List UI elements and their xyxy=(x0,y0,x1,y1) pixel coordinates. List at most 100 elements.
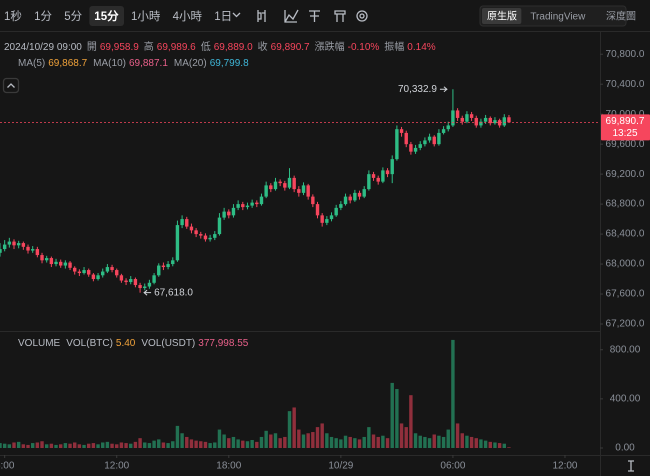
volume-bar xyxy=(395,389,399,448)
interval-button[interactable]: 1日 xyxy=(214,11,232,23)
interval-button[interactable]: 4小時 xyxy=(173,10,203,23)
interval-button[interactable]: 5分 xyxy=(64,10,82,23)
ohlc-label: 高 xyxy=(144,40,154,53)
candle-body xyxy=(409,144,413,152)
candle-body xyxy=(390,159,394,175)
candle-body xyxy=(362,189,366,197)
volume-label: VOLUME xyxy=(18,338,61,349)
volume-bar xyxy=(12,442,16,448)
volume-bar xyxy=(367,427,371,448)
volume-bar xyxy=(208,443,212,448)
ohlc-value: 69,890.7 xyxy=(271,42,310,53)
volume-bar xyxy=(306,433,310,448)
candle-body xyxy=(222,211,226,218)
candle-body xyxy=(348,196,352,201)
view-button[interactable]: TradingView xyxy=(530,12,586,23)
ma-header: MA(5) 69,868.7 MA(10) 69,887.1 MA(20) 69,799.… xyxy=(18,58,249,69)
candle-body xyxy=(59,261,63,266)
cursor-icon[interactable] xyxy=(628,460,634,472)
volume-bar xyxy=(147,443,152,448)
candle-body xyxy=(54,261,58,265)
volume-value: 5.40 xyxy=(116,338,136,349)
candle-body xyxy=(479,121,483,126)
ohlc-label: 收 xyxy=(258,40,268,53)
settings-icon[interactable] xyxy=(356,10,368,22)
candle-body xyxy=(385,170,390,175)
volume-bar xyxy=(479,439,483,448)
candle-body xyxy=(143,286,147,289)
volume-bar xyxy=(343,435,348,448)
candle-body xyxy=(91,274,96,280)
y-tick-label: 70,000.0 xyxy=(606,109,645,120)
volume-bar xyxy=(138,438,142,448)
volume-bar xyxy=(129,443,133,448)
candle-body xyxy=(68,262,72,268)
candle-body xyxy=(40,255,44,261)
y-tick-label: 68,400.0 xyxy=(606,229,645,240)
volume-bar xyxy=(222,434,226,448)
candle-body xyxy=(26,246,30,251)
volume-bar xyxy=(353,438,357,448)
more-intervals[interactable] xyxy=(232,12,241,18)
candle-body xyxy=(231,207,236,216)
drawing-icon[interactable] xyxy=(309,10,320,22)
interval-button[interactable]: 1秒 xyxy=(4,9,22,23)
volume-bar xyxy=(87,443,91,448)
volume-bar xyxy=(301,434,306,448)
candle-body xyxy=(399,129,404,133)
candle-body xyxy=(138,285,142,289)
volume-bar xyxy=(455,423,460,448)
candle-body xyxy=(105,267,110,272)
volume-bar xyxy=(339,439,343,448)
candle-type-icon[interactable] xyxy=(257,10,266,22)
x-tick-label: 12:00 xyxy=(104,461,129,472)
volume-bar xyxy=(269,434,273,448)
candle-body xyxy=(413,147,418,152)
x-tick-label: 06:00 xyxy=(440,461,465,472)
volume-bar xyxy=(427,438,432,448)
last-price-tag xyxy=(601,114,650,141)
volume-label: VOL(BTC) xyxy=(66,338,113,349)
volume-bar xyxy=(381,435,385,448)
volume-label: VOL(USDT) xyxy=(141,338,195,349)
interval-button[interactable]: 1小時 xyxy=(131,10,161,23)
volume-bar xyxy=(35,442,40,448)
candle-body xyxy=(334,207,338,216)
ohlc-value: 69,889.0 xyxy=(214,42,253,53)
view-button[interactable]: 深度圖 xyxy=(606,10,636,23)
volume-bar xyxy=(460,433,464,448)
candle-body xyxy=(395,129,399,160)
view-selected-bg xyxy=(482,8,522,24)
candle-body xyxy=(101,271,105,276)
candle-body xyxy=(460,117,464,122)
indicator-icon[interactable] xyxy=(284,9,299,23)
volume-header: VOLUME VOL(BTC) 5.40 VOL(USDT) 377,998.55 xyxy=(18,338,249,349)
candle-body xyxy=(217,217,222,235)
collapse-arrow[interactable] xyxy=(7,83,15,88)
volume-bar xyxy=(157,439,161,448)
template-icon[interactable] xyxy=(334,10,346,22)
volume-bar xyxy=(488,441,492,448)
interval-button[interactable]: 1分 xyxy=(34,10,52,23)
candle-body xyxy=(469,114,474,118)
volume-bar xyxy=(124,443,128,448)
volume-bar xyxy=(441,436,446,448)
volume-bar xyxy=(231,436,236,448)
volume-value: 377,998.55 xyxy=(198,338,248,349)
toolbar-icons[interactable] xyxy=(2,9,635,472)
candle-body xyxy=(203,235,208,240)
volume-bar xyxy=(311,432,315,448)
volume-bar xyxy=(390,382,394,448)
view-button[interactable]: 原生版 xyxy=(487,10,517,23)
collapse-button[interactable] xyxy=(2,77,20,94)
volume-bar xyxy=(73,442,77,448)
candle-body xyxy=(264,185,268,197)
candle-body xyxy=(49,258,54,265)
volume-bar xyxy=(493,442,497,448)
candle-body xyxy=(311,196,315,205)
interval-button[interactable]: 15分 xyxy=(94,9,119,23)
volume-bar xyxy=(474,438,478,448)
ma-value: 69,868.7 xyxy=(48,58,87,69)
candle-body xyxy=(119,275,124,281)
volume-bar xyxy=(175,425,180,448)
